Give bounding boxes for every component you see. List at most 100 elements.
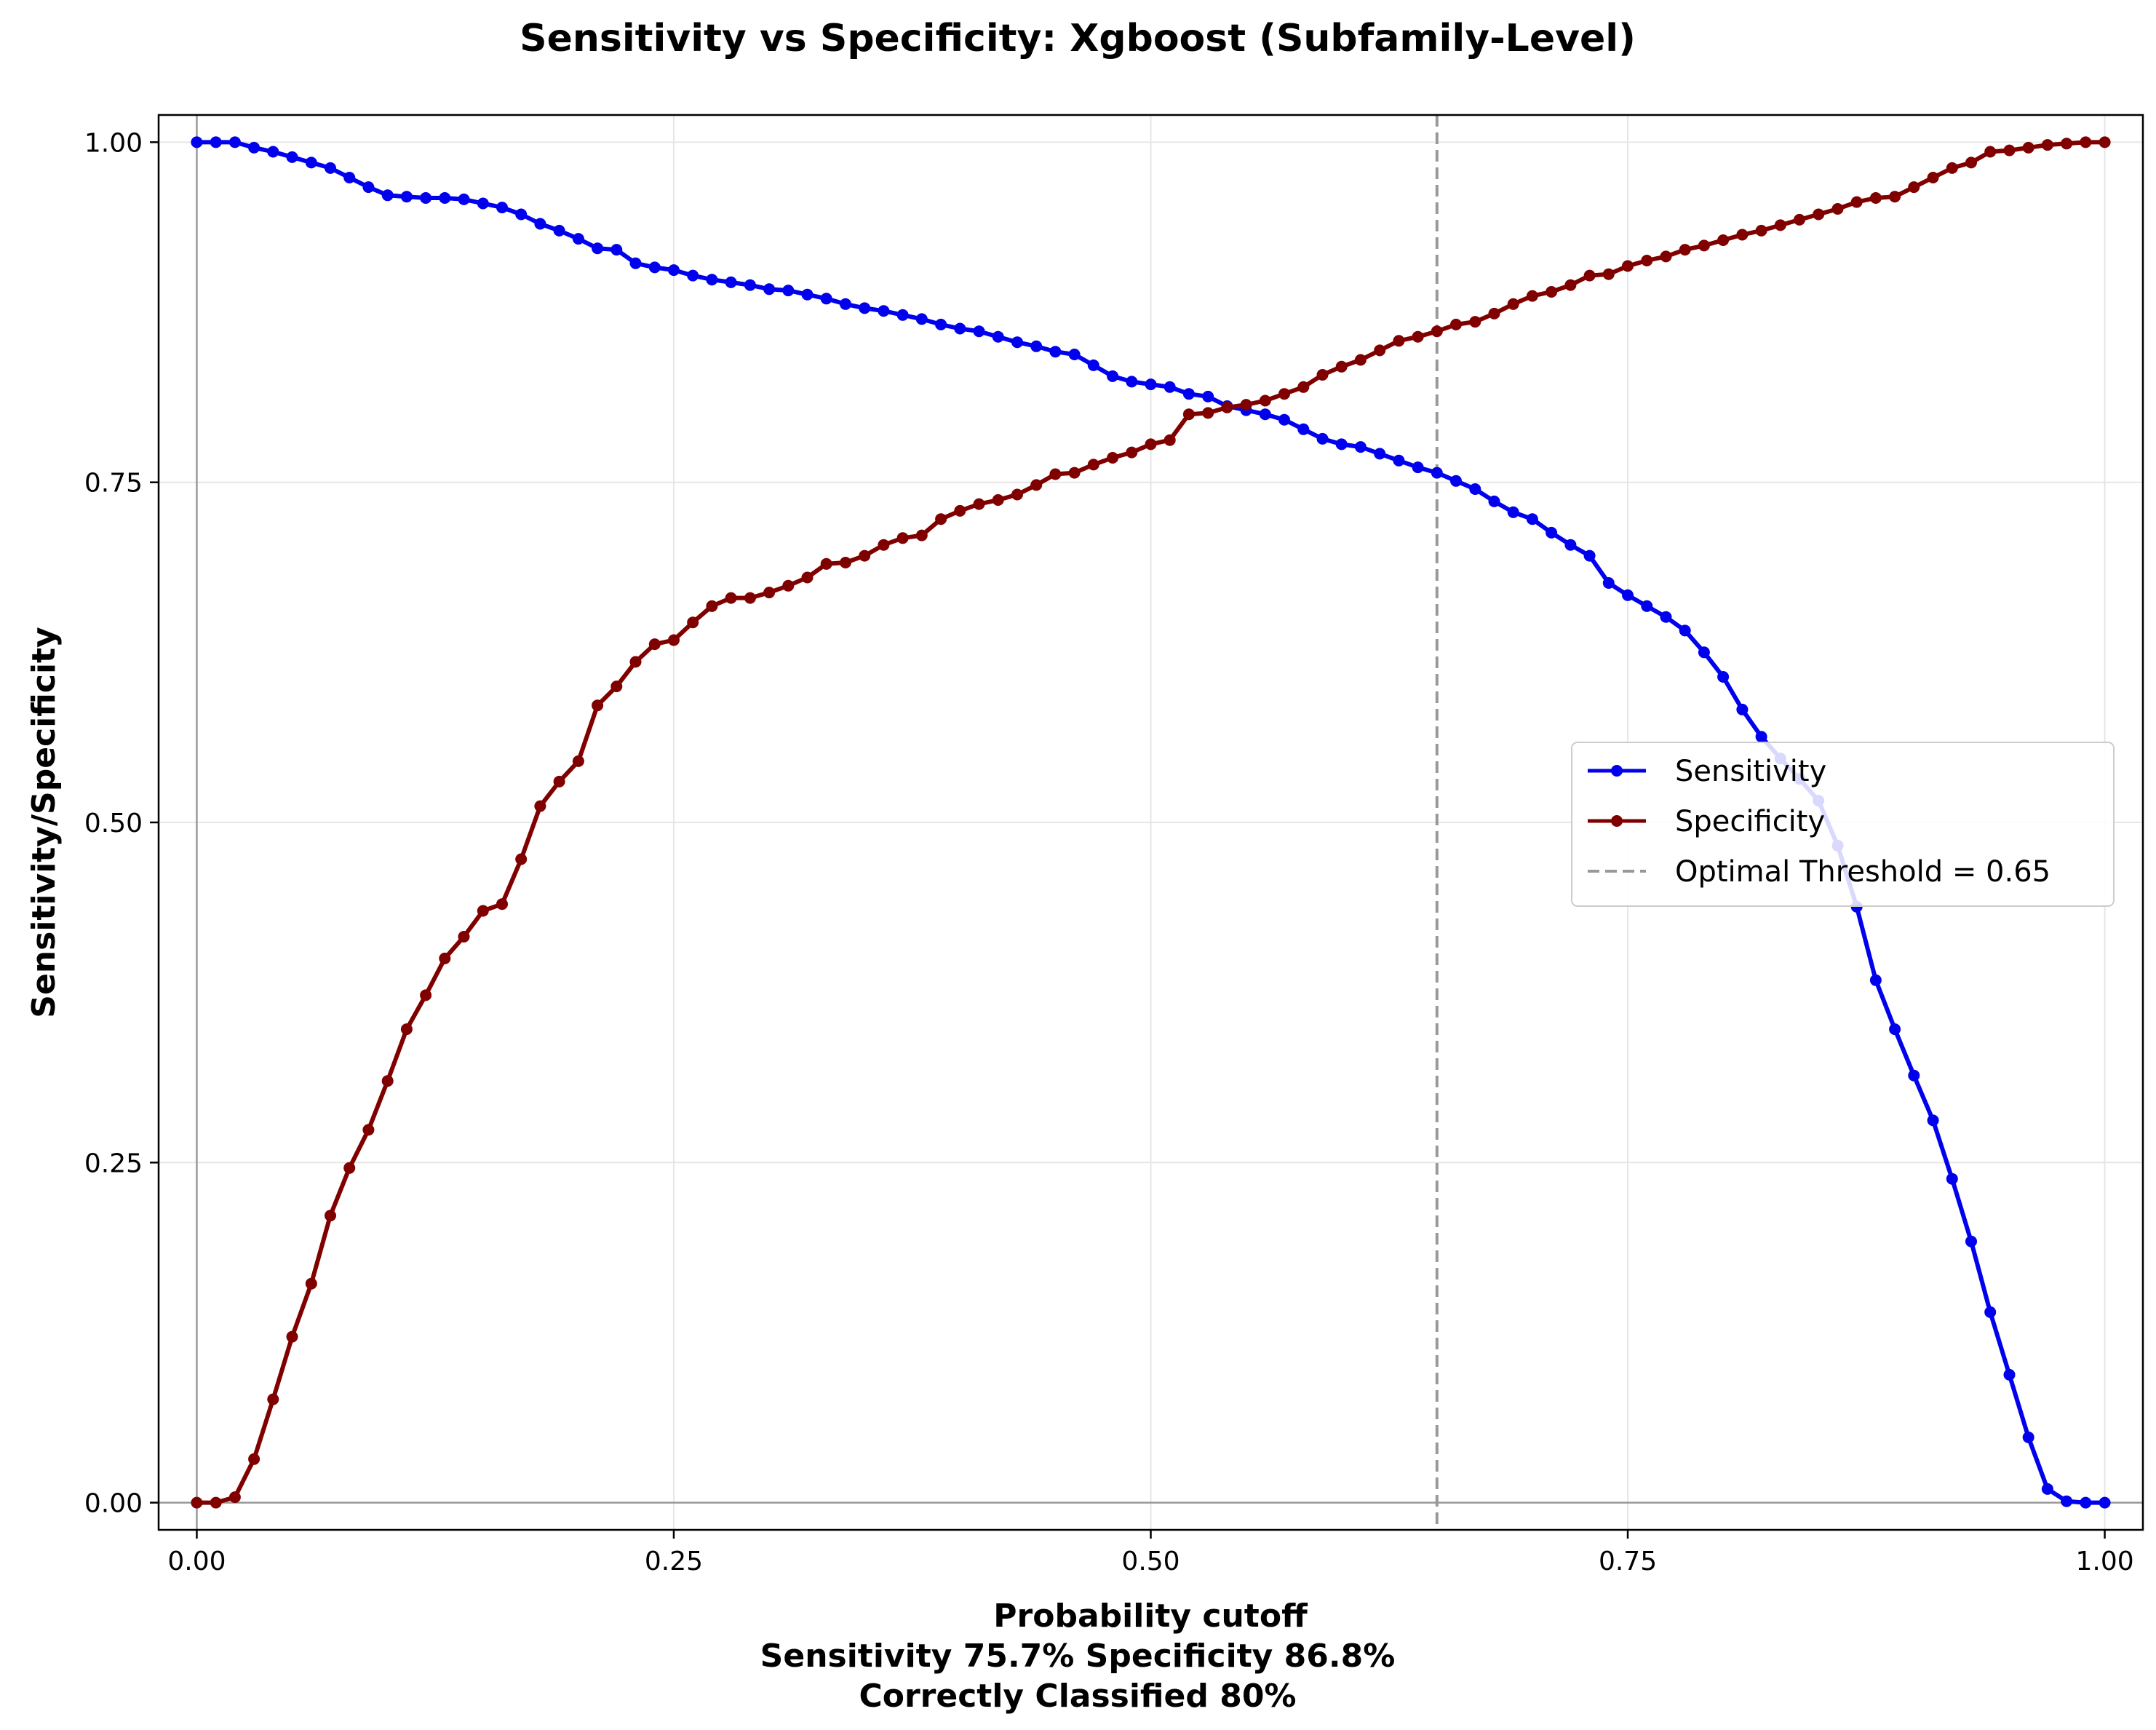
sensitivity-point	[1316, 432, 1329, 445]
specificity-point	[1087, 459, 1099, 471]
specificity-point	[1698, 239, 1710, 252]
specificity-point	[210, 1496, 222, 1509]
sensitivity-point	[1965, 1235, 1977, 1247]
sensitivity-point	[1107, 370, 1119, 382]
y-tick-label: 0.75	[84, 469, 143, 499]
specificity-point	[1202, 407, 1214, 419]
specificity-point	[763, 587, 776, 599]
sensitivity-point	[782, 285, 795, 297]
specificity-point	[1278, 388, 1290, 400]
sensitivity-point	[935, 318, 947, 330]
specificity-point	[1163, 434, 1176, 446]
specificity-point	[1297, 381, 1310, 393]
specificity-point	[1946, 162, 1958, 174]
sensitivity-point	[572, 233, 584, 245]
sensitivity-point	[1278, 413, 1290, 426]
sensitivity-point	[1163, 381, 1176, 393]
specificity-point	[1869, 192, 1882, 204]
x-tick-label: 0.75	[1599, 1547, 1657, 1576]
specificity-point	[477, 905, 489, 917]
specificity-point	[286, 1330, 298, 1343]
sensitivity-point	[1182, 388, 1195, 400]
specificity-point	[629, 656, 642, 668]
specificity-point	[610, 681, 623, 693]
legend-label-threshold: Optimal Threshold = 0.65	[1675, 855, 2050, 889]
specificity-point	[1507, 298, 1519, 310]
sensitivity-point	[1755, 731, 1767, 743]
sensitivity-point	[286, 151, 298, 163]
sensitivity-point	[973, 325, 985, 338]
sensitivity-point	[191, 136, 203, 148]
sensitivity-point	[1393, 454, 1405, 467]
sensitivity-point	[592, 242, 604, 255]
specificity-point	[896, 532, 909, 544]
sensitivity-point	[1946, 1172, 1958, 1185]
sensitivity-point	[878, 305, 890, 317]
specificity-point	[1850, 196, 1863, 208]
legend: Sensitivity Specificity Optimal Threshol…	[1571, 742, 2115, 907]
sensitivity-point	[325, 162, 336, 174]
specificity-point	[859, 549, 871, 562]
sensitivity-point	[1145, 378, 1157, 391]
specificity-point	[191, 1496, 203, 1509]
specificity-point	[915, 529, 928, 541]
specificity-point	[706, 600, 718, 612]
specificity-point	[1813, 208, 1825, 221]
specificity-point	[782, 579, 795, 592]
specificity-point	[1145, 438, 1157, 451]
sensitivity-point	[1908, 1069, 1920, 1082]
specificity-point	[1259, 394, 1271, 407]
sensitivity-point	[210, 136, 222, 148]
sensitivity-point	[2080, 1496, 2092, 1509]
specificity-point	[878, 539, 890, 551]
x-tick-label: 1.00	[2075, 1547, 2133, 1576]
specificity-point	[1889, 191, 1901, 203]
sensitivity-point	[1507, 506, 1519, 518]
specificity-point	[1831, 203, 1844, 215]
specificity-point	[515, 853, 528, 865]
specificity-point	[820, 558, 832, 570]
sensitivity-point	[992, 330, 1004, 343]
specificity-point	[954, 504, 966, 517]
specificity-point	[1068, 467, 1081, 479]
sensitivity-point	[1660, 611, 1672, 623]
sensitivity-point	[1126, 376, 1138, 388]
specificity-point	[840, 557, 851, 568]
specificity-point	[362, 1124, 375, 1136]
specificity-point	[801, 571, 814, 584]
sensitivity-point	[1602, 577, 1615, 589]
reference-lines	[159, 115, 2143, 1530]
sensitivity-point	[1526, 513, 1538, 525]
specificity-point	[935, 513, 947, 525]
specificity-point	[1908, 181, 1920, 194]
sensitivity-point	[1374, 448, 1386, 460]
specificity-point	[458, 931, 470, 943]
specificity-point	[267, 1393, 279, 1405]
sensitivity-point	[248, 141, 260, 154]
specificity-point	[1774, 219, 1786, 231]
sensitivity-point	[896, 309, 909, 321]
specificity-point	[973, 498, 985, 510]
specificity-point	[1564, 279, 1577, 291]
sensitivity-point	[725, 276, 737, 288]
series-group	[191, 136, 2111, 1509]
sensitivity-point	[1889, 1023, 1901, 1036]
specificity-point	[1450, 318, 1462, 330]
sensitivity-point	[915, 313, 928, 325]
specificity-point	[1240, 399, 1252, 411]
specificity-point	[381, 1075, 394, 1087]
sensitivity-point	[439, 192, 451, 204]
specificity-point	[2099, 136, 2111, 148]
sensitivity-point	[2061, 1495, 2073, 1507]
sensitivity-point	[1927, 1114, 1939, 1127]
specificity-point	[1755, 224, 1767, 237]
sensitivity-point	[801, 288, 814, 301]
sensitivity-point	[1583, 549, 1596, 562]
specificity-point	[1488, 307, 1500, 320]
x-axis-subtitle-metrics: Sensitivity 75.7% Specificity 86.8%	[760, 1638, 1396, 1675]
specificity-point	[1526, 290, 1538, 302]
specificity-point	[668, 634, 680, 646]
specificity-point	[2022, 141, 2034, 154]
sensitivity-point	[706, 274, 718, 286]
